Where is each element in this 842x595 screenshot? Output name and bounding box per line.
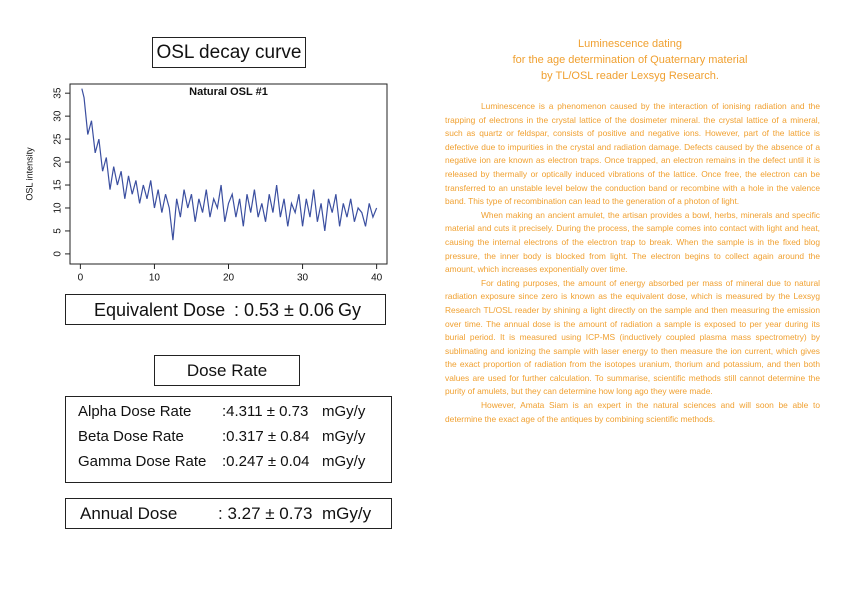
x-tick-label: 0 — [78, 273, 84, 284]
unit: Gy — [338, 300, 362, 320]
value: : 3.27 ± 0.73 — [218, 504, 313, 523]
rate-label: Gamma Dose Rate — [78, 453, 207, 470]
chart-title: Natural OSL #1 — [189, 86, 268, 98]
value: : 0.53 ± 0.06 — [234, 300, 334, 320]
x-tick-label: 30 — [297, 273, 309, 284]
rate-value: :0.247 ± 0.04 — [222, 453, 310, 470]
x-tick-label: 40 — [371, 273, 383, 284]
y-tick-label: 25 — [53, 133, 64, 145]
article-title: Luminescence dating for the age determina… — [440, 36, 820, 84]
y-axis-label: OSL intensity — [24, 147, 34, 201]
rate-label: Beta Dose Rate — [78, 428, 184, 445]
y-tick-label: 15 — [53, 179, 64, 191]
rate-unit: mGy/y — [322, 403, 366, 420]
dose-rate-heading: Dose Rate — [154, 355, 300, 386]
rate-unit: mGy/y — [322, 453, 366, 470]
y-tick-label: 5 — [53, 228, 64, 234]
heading: OSL decay curve — [152, 37, 306, 68]
dose-rates-box: Alpha Dose Rate :4.311 ± 0.73 mGy/y Beta Do… — [65, 396, 392, 483]
x-tick-label: 10 — [149, 273, 161, 284]
rate-label: Alpha Dose Rate — [78, 403, 192, 420]
y-tick-label: 20 — [53, 156, 64, 168]
article-body: Luminescence is a phenomenon caused by t… — [445, 100, 820, 426]
annual-dose-box: Annual Dose : 3.27 ± 0.73 mGy/y — [65, 498, 392, 529]
plot-frame — [69, 83, 388, 265]
y-tick-label: 0 — [53, 251, 64, 257]
rate-value: :4.311 ± 0.73 — [222, 403, 309, 420]
title-line: by TL/OSL reader Lexsyg Research. — [541, 70, 719, 82]
paragraph: However, Amata Siam is an expert in the … — [445, 400, 820, 424]
osl-chart: Natural OSL #1 OSL intensity 0 10 20 30 40 0 5 10… — [24, 83, 388, 284]
y-tick-label: 35 — [53, 87, 64, 99]
label: Annual Dose — [80, 504, 178, 523]
y-tick-label: 10 — [53, 202, 64, 214]
label: Equivalent Dose — [94, 300, 226, 320]
osl-line — [81, 88, 378, 241]
rate-unit: mGy/y — [322, 428, 366, 445]
paragraph: For dating purposes, the amount of energ… — [445, 277, 820, 397]
title-line: Luminescence dating — [578, 38, 682, 50]
paragraph: Luminescence is a phenomenon caused by t… — [445, 101, 820, 207]
unit: mGy/y — [322, 504, 372, 523]
y-tick-label: 30 — [53, 110, 64, 122]
equivalent-dose-box: Equivalent Dose : 0.53 ± 0.06 Gy — [65, 294, 386, 325]
rate-value: :0.317 ± 0.84 — [222, 428, 310, 445]
paragraph: When making an ancient amulet, the artis… — [445, 209, 820, 275]
title-line: for the age determination of Quaternary … — [512, 54, 748, 66]
x-tick-label: 20 — [223, 273, 235, 284]
